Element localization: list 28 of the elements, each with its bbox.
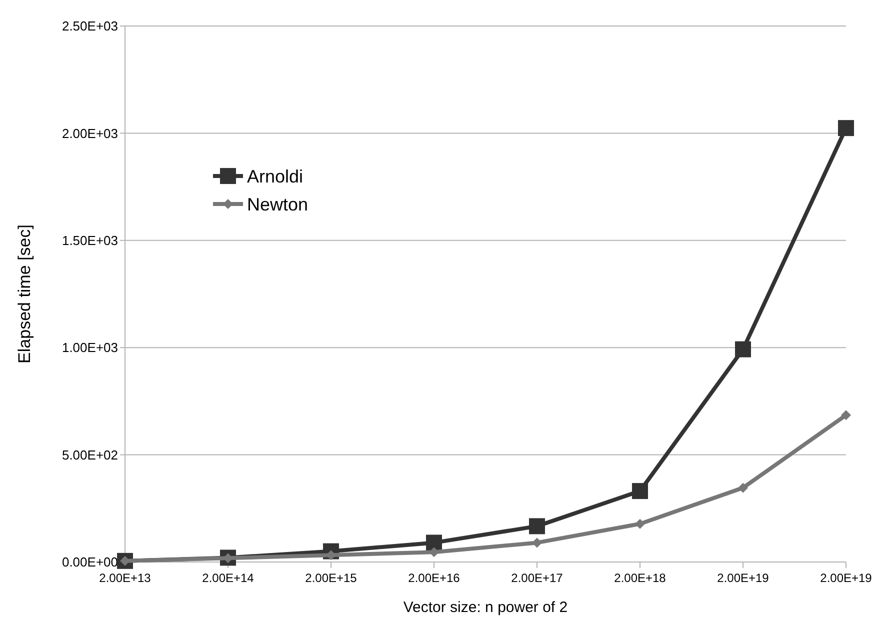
point (426, 534, 442, 551)
x-tick-label: 2.00E+14 (202, 571, 254, 585)
point (532, 538, 542, 548)
y-tick-label: 1.50E+03 (62, 232, 118, 248)
y-tick-label: 2.00E+03 (62, 126, 118, 141)
point (635, 518, 645, 529)
x-tick-label: 2.00E+16 (408, 571, 460, 585)
point (529, 518, 545, 534)
point (838, 120, 854, 136)
x-tick-label: 2.00E+18 (614, 571, 666, 585)
x-tick-label: 2.00E+13 (99, 571, 152, 585)
x-tick-label: 2.00E+19 (820, 571, 872, 585)
x-tick-label: 2.00E+17 (511, 571, 564, 585)
y-tick-label: 5.00E+02 (62, 447, 118, 462)
x-tick-label: 2.00E+15 (305, 571, 358, 585)
y-axis-title: Elapsed time [sec] (15, 224, 34, 364)
point (735, 341, 751, 358)
y-tick-label: 1.00E+03 (62, 340, 118, 356)
y-tick-label: 2.50E+03 (62, 18, 118, 34)
point (632, 483, 648, 500)
point (841, 410, 851, 420)
x-axis-title: Vector size: n power of 2 (403, 599, 568, 616)
point (738, 482, 748, 493)
legend-label: Newton (247, 194, 308, 214)
legend-label: Arnoldi (247, 166, 304, 186)
y-tick-label: 0.00E+00 (62, 554, 118, 570)
point (429, 547, 439, 558)
x-tick-label: 2.00E+19 (717, 571, 770, 585)
